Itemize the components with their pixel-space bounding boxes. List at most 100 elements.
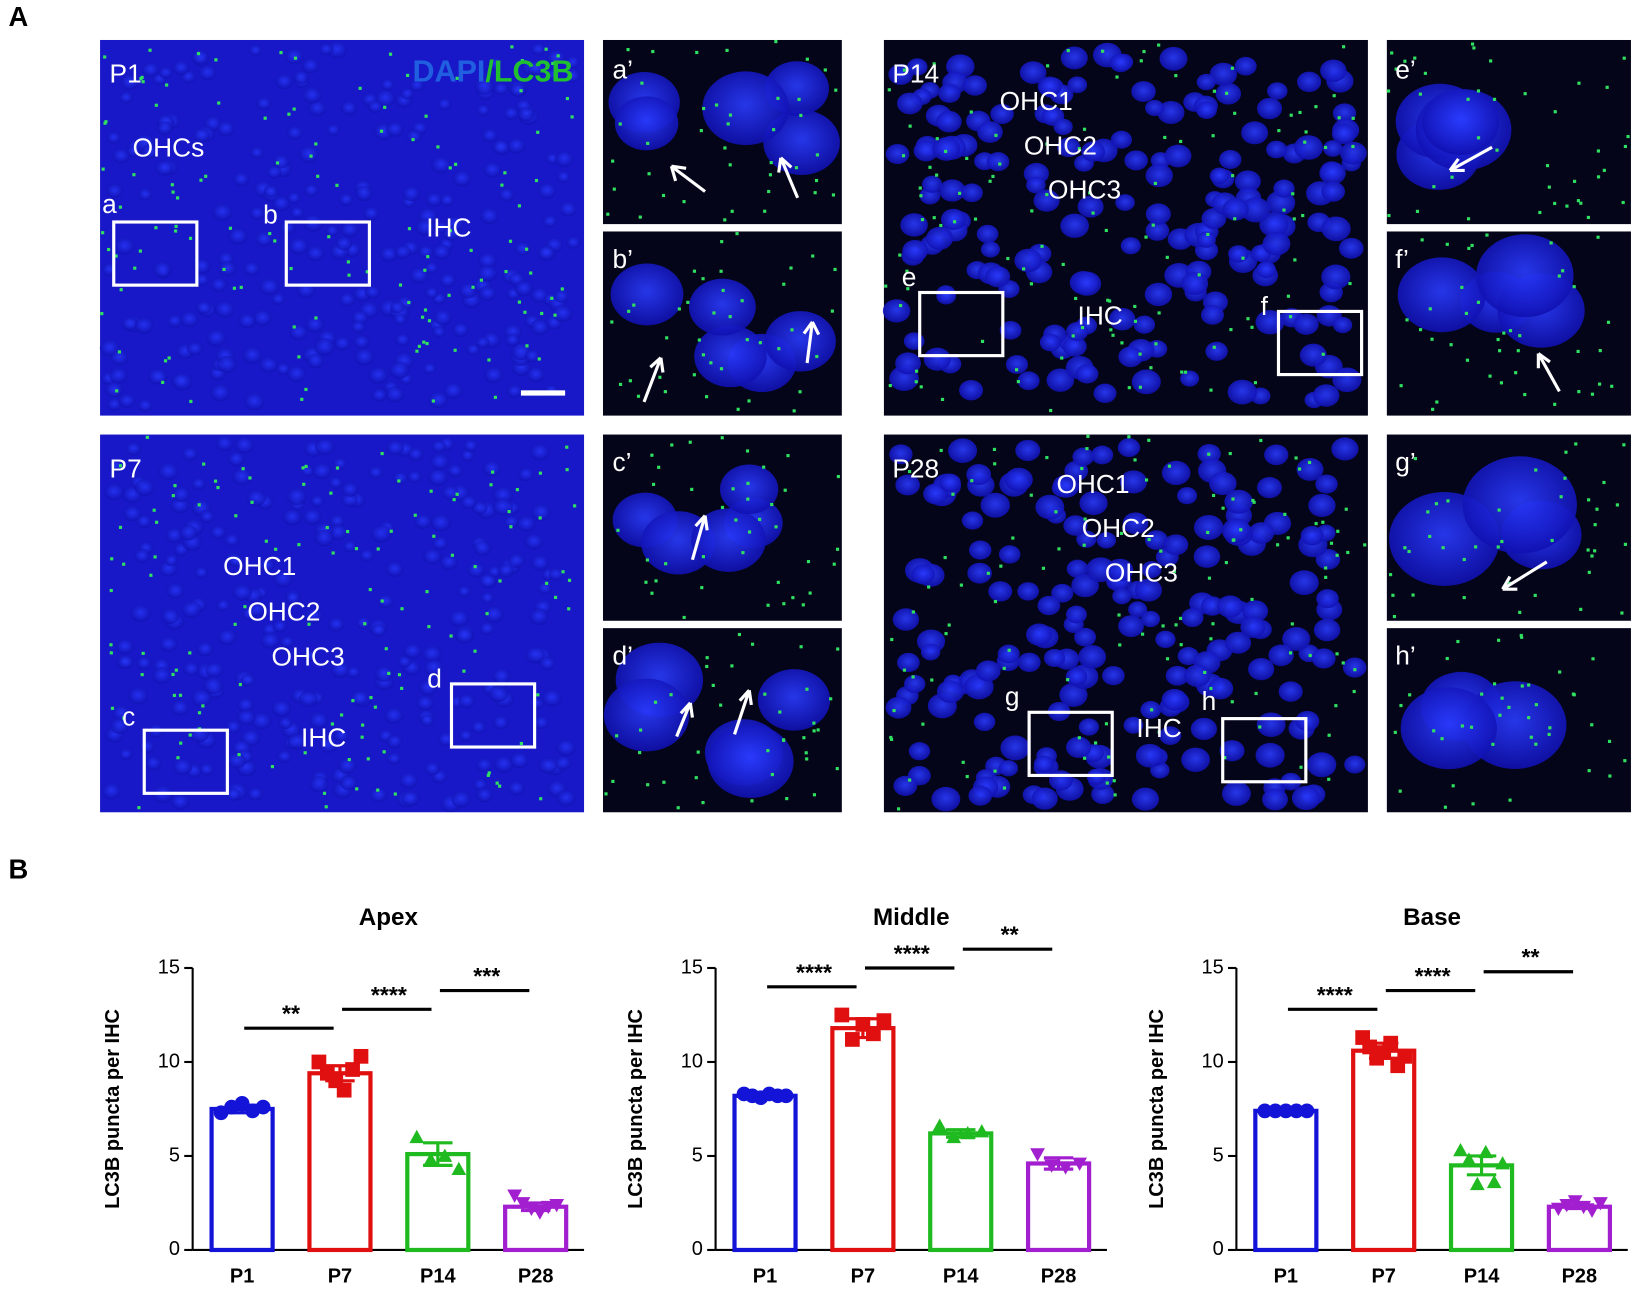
puncta [1246,317,1250,321]
nucleus [1052,474,1080,498]
nucleus [1060,46,1088,70]
puncta [544,47,548,51]
puncta [831,193,836,197]
nucleus [247,787,264,801]
nucleus [1110,130,1132,149]
micrographs [99,39,1631,813]
puncta [1466,97,1470,101]
roi-box [112,220,199,287]
nucleus [106,131,121,144]
puncta [1413,456,1417,461]
puncta [1564,450,1568,454]
nucleus [199,510,215,523]
puncta [238,682,242,687]
data-point [234,1095,250,1111]
nucleus [285,592,301,605]
nucleus [525,646,545,664]
puncta [786,454,790,458]
nucleus [1311,648,1336,669]
nucleus [936,287,957,305]
data-point [353,1048,369,1064]
puncta [1520,684,1524,688]
puncta [973,217,978,221]
puncta [763,692,767,696]
nucleus [118,393,136,408]
nucleus [250,146,264,159]
puncta [1496,545,1500,549]
nucleus [333,729,349,742]
puncta [1577,390,1581,394]
nucleus [343,540,357,553]
nucleus [327,617,345,632]
puncta [1157,43,1161,47]
puncta [1488,374,1492,378]
scale-bar [520,390,566,396]
puncta [114,254,118,258]
puncta [1545,164,1550,168]
x-tick-label: P7 [851,1266,875,1288]
x-tick-label: P1 [230,1266,254,1288]
puncta [1441,546,1445,550]
puncta [836,474,840,479]
puncta [567,578,572,582]
nucleus [234,436,254,454]
nucleus [518,467,534,481]
cell-label: OHC1 [223,551,296,581]
nucleus [538,757,558,774]
puncta [692,373,696,377]
nucleus [1221,518,1251,543]
puncta [1209,388,1213,392]
puncta [1231,497,1235,501]
nucleus [475,336,490,349]
nucleus [266,165,282,179]
puncta [1561,269,1565,273]
puncta [397,673,402,677]
puncta [801,603,805,607]
cell-label: IHC [1078,301,1123,331]
puncta [992,447,997,451]
puncta [915,369,919,373]
puncta [327,235,331,239]
puncta [823,68,827,72]
puncta [189,399,193,404]
data-point [1567,1195,1583,1209]
puncta [217,101,221,105]
puncta [1344,507,1348,511]
puncta [1523,392,1527,397]
nucleus [926,226,954,250]
puncta [763,209,767,213]
puncta [293,56,298,60]
nucleus [1255,742,1285,768]
puncta [346,260,350,264]
puncta [1460,724,1464,728]
puncta [222,267,226,272]
data-point [1383,1035,1399,1051]
nucleus [319,737,338,753]
puncta [1519,633,1523,638]
nucleus [225,720,241,734]
nucleus [440,554,458,570]
puncta [988,179,992,183]
nucleus [554,151,574,167]
puncta [1029,493,1033,497]
puncta [432,534,436,538]
nucleus [1207,677,1234,700]
puncta [300,397,304,401]
nucleus [286,365,307,383]
nucleus [1112,587,1132,605]
puncta [1066,678,1070,682]
nucleus [306,353,325,369]
puncta [789,266,793,270]
puncta [510,45,514,49]
nucleus [289,324,308,341]
nucleus [114,237,135,255]
nucleus [112,705,131,721]
roi-box [284,220,371,287]
puncta [1415,209,1420,213]
puncta [802,736,806,740]
puncta [519,741,523,746]
nucleus [105,382,124,398]
puncta [1388,573,1393,577]
nucleus [893,775,918,796]
nucleus [1344,755,1366,774]
